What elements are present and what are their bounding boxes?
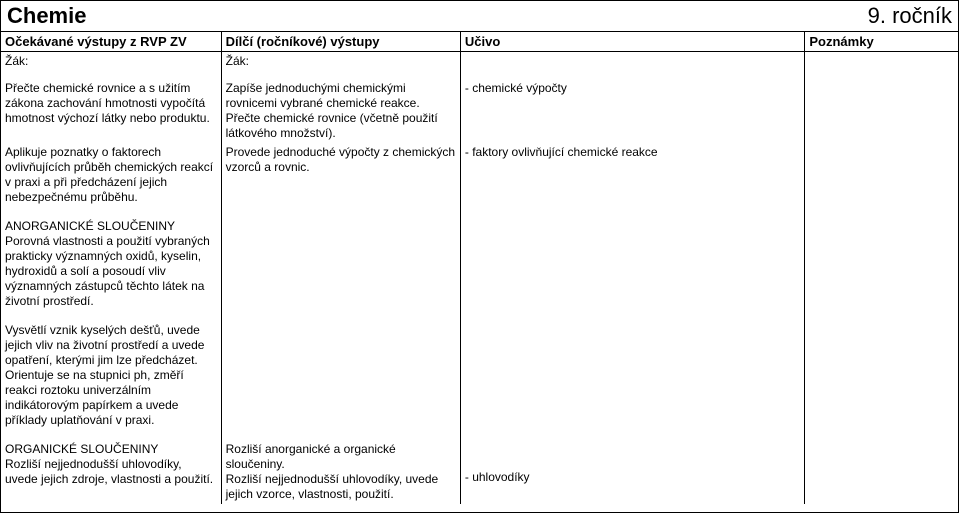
- cell-partial: [221, 321, 460, 440]
- cell-notes: [805, 217, 958, 321]
- table-row: Žák: Žák:: [1, 52, 958, 80]
- curriculum-table: Očekávané výstupy z RVP ZV Dílčí (ročník…: [1, 32, 958, 504]
- col-header-4: Poznámky: [805, 32, 958, 52]
- cell-notes: [805, 440, 958, 504]
- col-header-2: Dílčí (ročníkové) výstupy: [221, 32, 460, 52]
- table-row: Vysvětlí vznik kyselých dešťů, uvede jej…: [1, 321, 958, 440]
- table-row: Aplikuje poznatky o faktorech ovlivňujíc…: [1, 143, 958, 217]
- table-row: ANORGANICKÉ SLOUČENINY Porovná vlastnost…: [1, 217, 958, 321]
- partial-text: Rozliší anorganické a organické sloučeni…: [226, 442, 456, 472]
- table-row: ORGANICKÉ SLOUČENINY Rozliší nejjednoduš…: [1, 440, 958, 504]
- partial-text: Provede jednoduché výpočty z chemických …: [226, 145, 456, 175]
- outcome-text: Rozliší nejjednodušší uhlovodíky, uvede …: [5, 457, 217, 487]
- cell-ucivo: - faktory ovlivňující chemické reakce: [460, 143, 805, 217]
- cell-outcomes: Aplikuje poznatky o faktorech ovlivňujíc…: [1, 143, 221, 217]
- cell-ucivo: - chemické výpočty: [460, 79, 805, 143]
- cell-partial: Rozliší anorganické a organické sloučeni…: [221, 440, 460, 504]
- cell-ucivo: [460, 217, 805, 321]
- zak-label-2: Žák:: [226, 54, 456, 69]
- cell-outcomes: Žák:: [1, 52, 221, 80]
- section-title: ANORGANICKÉ SLOUČENINY: [5, 219, 217, 234]
- subject-title: Chemie: [7, 3, 86, 29]
- partial-text: Rozliší nejjednodušší uhlovodíky, uvede …: [226, 472, 456, 502]
- cell-outcomes: Vysvětlí vznik kyselých dešťů, uvede jej…: [1, 321, 221, 440]
- title-row: Chemie 9. ročník: [1, 1, 958, 32]
- table-header-row: Očekávané výstupy z RVP ZV Dílčí (ročník…: [1, 32, 958, 52]
- ucivo-text: - uhlovodíky: [465, 470, 801, 485]
- cell-outcomes: Přečte chemické rovnice a s užitím zákon…: [1, 79, 221, 143]
- cell-notes: [805, 52, 958, 80]
- col-header-1: Očekávané výstupy z RVP ZV: [1, 32, 221, 52]
- cell-notes: [805, 321, 958, 440]
- cell-partial: Zapíše jednoduchými chemickými rovnicemi…: [221, 79, 460, 143]
- cell-partial: [221, 217, 460, 321]
- table-row: Přečte chemické rovnice a s užitím zákon…: [1, 79, 958, 143]
- cell-partial: Žák:: [221, 52, 460, 80]
- ucivo-text: - faktory ovlivňující chemické reakce: [465, 145, 801, 160]
- zak-label-1: Žák:: [5, 54, 217, 69]
- cell-partial: Provede jednoduché výpočty z chemických …: [221, 143, 460, 217]
- grade-label: 9. ročník: [868, 3, 952, 29]
- cell-notes: [805, 143, 958, 217]
- cell-outcomes: ANORGANICKÉ SLOUČENINY Porovná vlastnost…: [1, 217, 221, 321]
- cell-notes: [805, 79, 958, 143]
- col-header-3: Učivo: [460, 32, 805, 52]
- outcome-text: Aplikuje poznatky o faktorech ovlivňujíc…: [5, 145, 217, 205]
- outcome-text: Přečte chemické rovnice a s užitím zákon…: [5, 81, 217, 126]
- cell-outcomes: ORGANICKÉ SLOUČENINY Rozliší nejjednoduš…: [1, 440, 221, 504]
- cell-ucivo: - uhlovodíky: [460, 440, 805, 504]
- partial-text: Zapíše jednoduchými chemickými rovnicemi…: [226, 81, 456, 141]
- section-title: ORGANICKÉ SLOUČENINY: [5, 442, 217, 457]
- outcome-text: Vysvětlí vznik kyselých dešťů, uvede jej…: [5, 323, 217, 428]
- cell-ucivo: [460, 321, 805, 440]
- cell-ucivo: [460, 52, 805, 80]
- outcome-text: Porovná vlastnosti a použití vybraných p…: [5, 234, 217, 309]
- curriculum-page: Chemie 9. ročník Očekávané výstupy z RVP…: [0, 0, 959, 513]
- ucivo-text: - chemické výpočty: [465, 81, 801, 96]
